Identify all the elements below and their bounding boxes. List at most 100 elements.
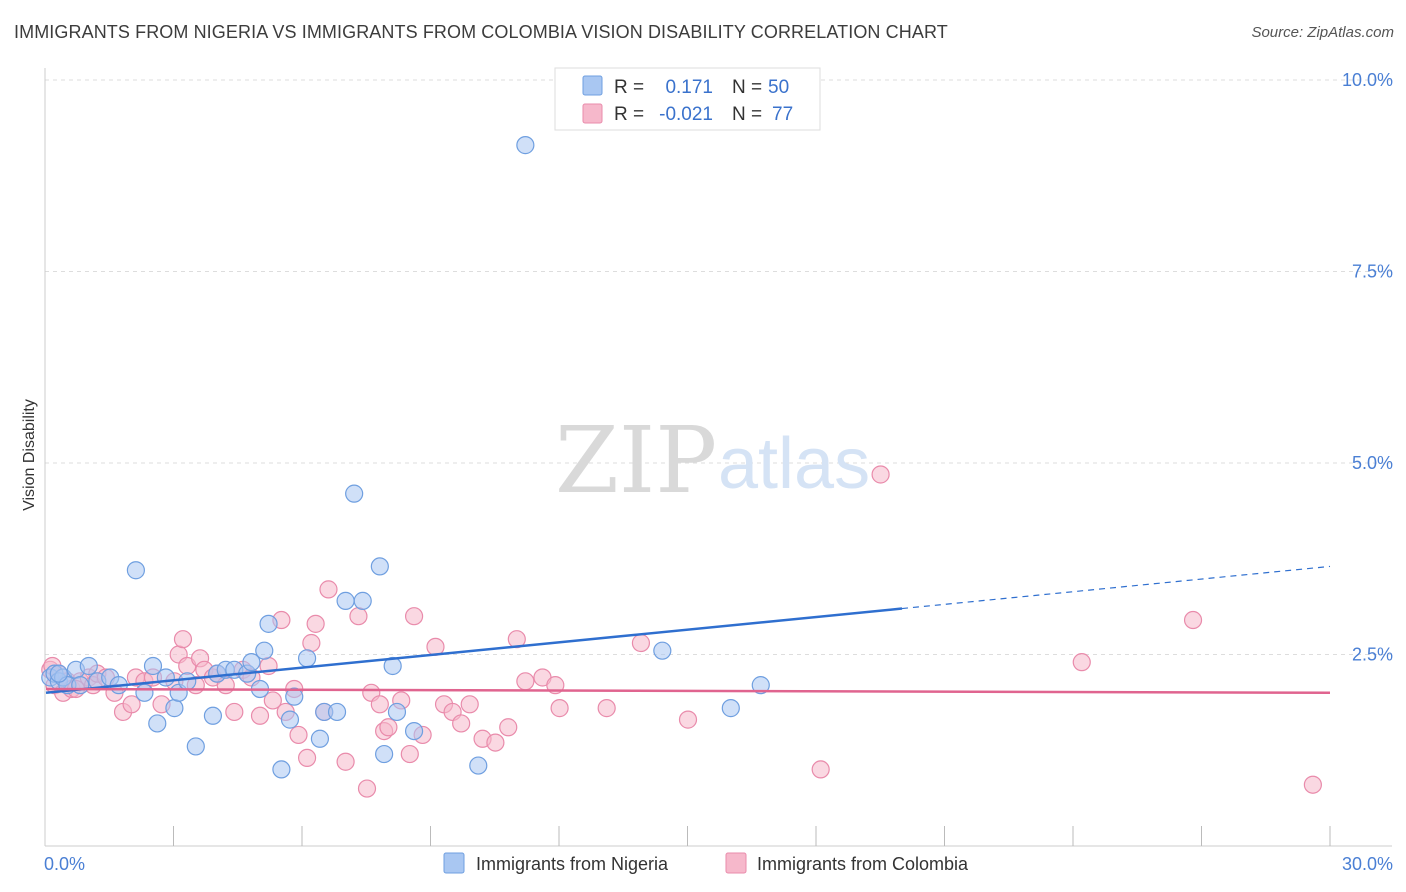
- axes: [44, 68, 1392, 847]
- watermark-zip: ZIP: [555, 407, 717, 514]
- nigeria-point: [156, 668, 175, 687]
- nigeria-trend-line: [45, 607, 903, 695]
- legend-colombia-label: Immigrants from Colombia: [757, 854, 969, 874]
- nigeria-point: [370, 557, 389, 576]
- colombia-point: [1183, 610, 1203, 630]
- nigeria-point: [404, 721, 424, 741]
- colombia-n-label: N =: [732, 104, 762, 125]
- colombia-swatch: [582, 103, 603, 124]
- nigeria-point: [178, 672, 197, 691]
- watermark-atlas: atlas: [718, 424, 870, 504]
- nigeria-trend-extension: [901, 565, 1331, 610]
- chart-title: IMMIGRANTS FROM NIGERIA VS IMMIGRANTS FR…: [14, 22, 948, 42]
- colombia-point: [1303, 775, 1322, 794]
- colombia-point: [550, 699, 569, 718]
- nigeria-point: [272, 760, 291, 779]
- nigeria-point: [297, 649, 317, 668]
- nigeria-point: [516, 136, 535, 155]
- colombia-point: [336, 752, 355, 771]
- source-credit: Source: ZipAtlas.com: [1251, 24, 1394, 41]
- nigeria-point: [280, 710, 300, 729]
- nigeria-point: [345, 484, 364, 503]
- nigeria-point: [310, 729, 330, 748]
- colombia-point: [499, 718, 518, 737]
- x-tick-labels: 0.0% 30.0%: [44, 854, 1393, 874]
- watermark: ZIP atlas: [555, 407, 870, 514]
- colombia-point: [452, 714, 471, 733]
- colombia-point: [871, 465, 890, 484]
- series-legend: Immigrants from Nigeria Immigrants from …: [443, 852, 969, 874]
- nigeria-point: [165, 699, 184, 718]
- nigeria-point: [242, 653, 261, 672]
- colombia-n-value: 77: [772, 104, 793, 125]
- trend-lines: [45, 565, 1331, 695]
- colombia-point: [370, 695, 389, 714]
- colombia-point: [631, 633, 651, 653]
- colombia-point: [486, 733, 505, 752]
- nigeria-point: [259, 614, 278, 633]
- colombia-point: [302, 633, 321, 653]
- legend-nigeria-swatch: [443, 852, 465, 874]
- colombia-point: [357, 779, 377, 798]
- colombia-point: [319, 580, 338, 599]
- nigeria-point: [255, 641, 274, 660]
- colombia-point: [250, 706, 270, 725]
- nigeria-point: [375, 744, 394, 764]
- y-tick-label: 10.0%: [1342, 70, 1393, 90]
- colombia-point: [289, 725, 308, 745]
- x-tick-label: 0.0%: [44, 854, 85, 874]
- colombia-point: [306, 614, 325, 633]
- data-points: [41, 136, 1322, 798]
- nigeria-r-value: 0.171: [665, 77, 713, 98]
- y-tick-label: 7.5%: [1352, 262, 1393, 282]
- colombia-point: [297, 748, 317, 768]
- nigeria-point: [653, 641, 672, 660]
- nigeria-point: [186, 737, 205, 756]
- colombia-point: [400, 744, 419, 764]
- colombia-point: [173, 630, 193, 649]
- nigeria-point: [336, 591, 355, 610]
- nigeria-n-label: N =: [732, 77, 762, 98]
- nigeria-point: [387, 702, 407, 722]
- nigeria-point: [135, 683, 154, 702]
- nigeria-point: [126, 561, 145, 580]
- colombia-point: [349, 607, 368, 626]
- colombia-point: [263, 691, 282, 710]
- nigeria-point: [49, 664, 68, 683]
- nigeria-point: [469, 756, 488, 775]
- legend-colombia-swatch: [725, 852, 747, 874]
- y-tick-label: 2.5%: [1352, 645, 1393, 665]
- y-tick-label: 5.0%: [1352, 453, 1393, 473]
- colombia-point: [379, 718, 398, 737]
- nigeria-point: [148, 714, 167, 733]
- y-tick-labels: 2.5% 5.0% 7.5% 10.0%: [1342, 70, 1393, 665]
- nigeria-point: [721, 699, 740, 718]
- colombia-point: [225, 702, 244, 722]
- colombia-point: [1072, 653, 1091, 672]
- stats-legend: R = 0.171 N = 50 R = -0.021 N = 77: [554, 67, 821, 131]
- colombia-point: [516, 672, 535, 691]
- grid-lines: [45, 79, 1392, 655]
- colombia-point: [122, 695, 141, 714]
- nigeria-point: [327, 702, 347, 722]
- nigeria-point: [143, 656, 163, 676]
- nigeria-point: [79, 656, 98, 676]
- nigeria-r-label: R =: [614, 77, 644, 98]
- colombia-point: [678, 710, 698, 729]
- nigeria-n-value: 50: [768, 77, 789, 98]
- nigeria-swatch: [582, 75, 603, 96]
- x-tick-label: 30.0%: [1342, 854, 1393, 874]
- colombia-r-value: -0.021: [659, 104, 713, 125]
- y-axis-label: Vision Disability: [21, 399, 38, 511]
- colombia-point: [811, 760, 830, 779]
- colombia-point: [404, 607, 424, 626]
- nigeria-point: [285, 687, 304, 706]
- colombia-point: [597, 699, 616, 718]
- nigeria-point: [203, 706, 223, 725]
- nigeria-point: [751, 676, 770, 695]
- legend-nigeria-label: Immigrants from Nigeria: [476, 854, 669, 874]
- colombia-trend-line: [45, 687, 1331, 695]
- colombia-r-label: R =: [614, 104, 644, 125]
- colombia-point: [460, 695, 479, 714]
